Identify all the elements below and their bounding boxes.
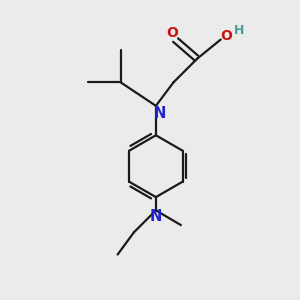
Text: O: O	[167, 26, 178, 40]
Text: N: N	[150, 209, 162, 224]
Text: H: H	[234, 24, 244, 37]
Text: N: N	[153, 106, 166, 121]
Text: O: O	[220, 29, 232, 43]
